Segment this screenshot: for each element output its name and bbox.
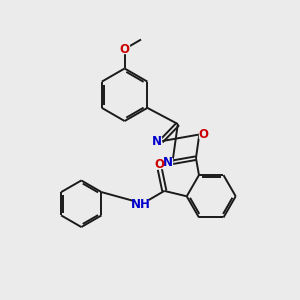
Bar (133, 200, 148, 208)
Bar (164, 158, 172, 166)
Text: N: N (152, 135, 162, 148)
Bar (120, 45, 129, 53)
Text: N: N (163, 156, 173, 169)
Bar (152, 137, 161, 145)
Text: O: O (199, 128, 209, 141)
Text: NH: NH (130, 197, 150, 211)
Bar (155, 160, 165, 168)
Text: O: O (155, 158, 165, 170)
Bar (199, 130, 208, 138)
Text: O: O (120, 43, 130, 56)
